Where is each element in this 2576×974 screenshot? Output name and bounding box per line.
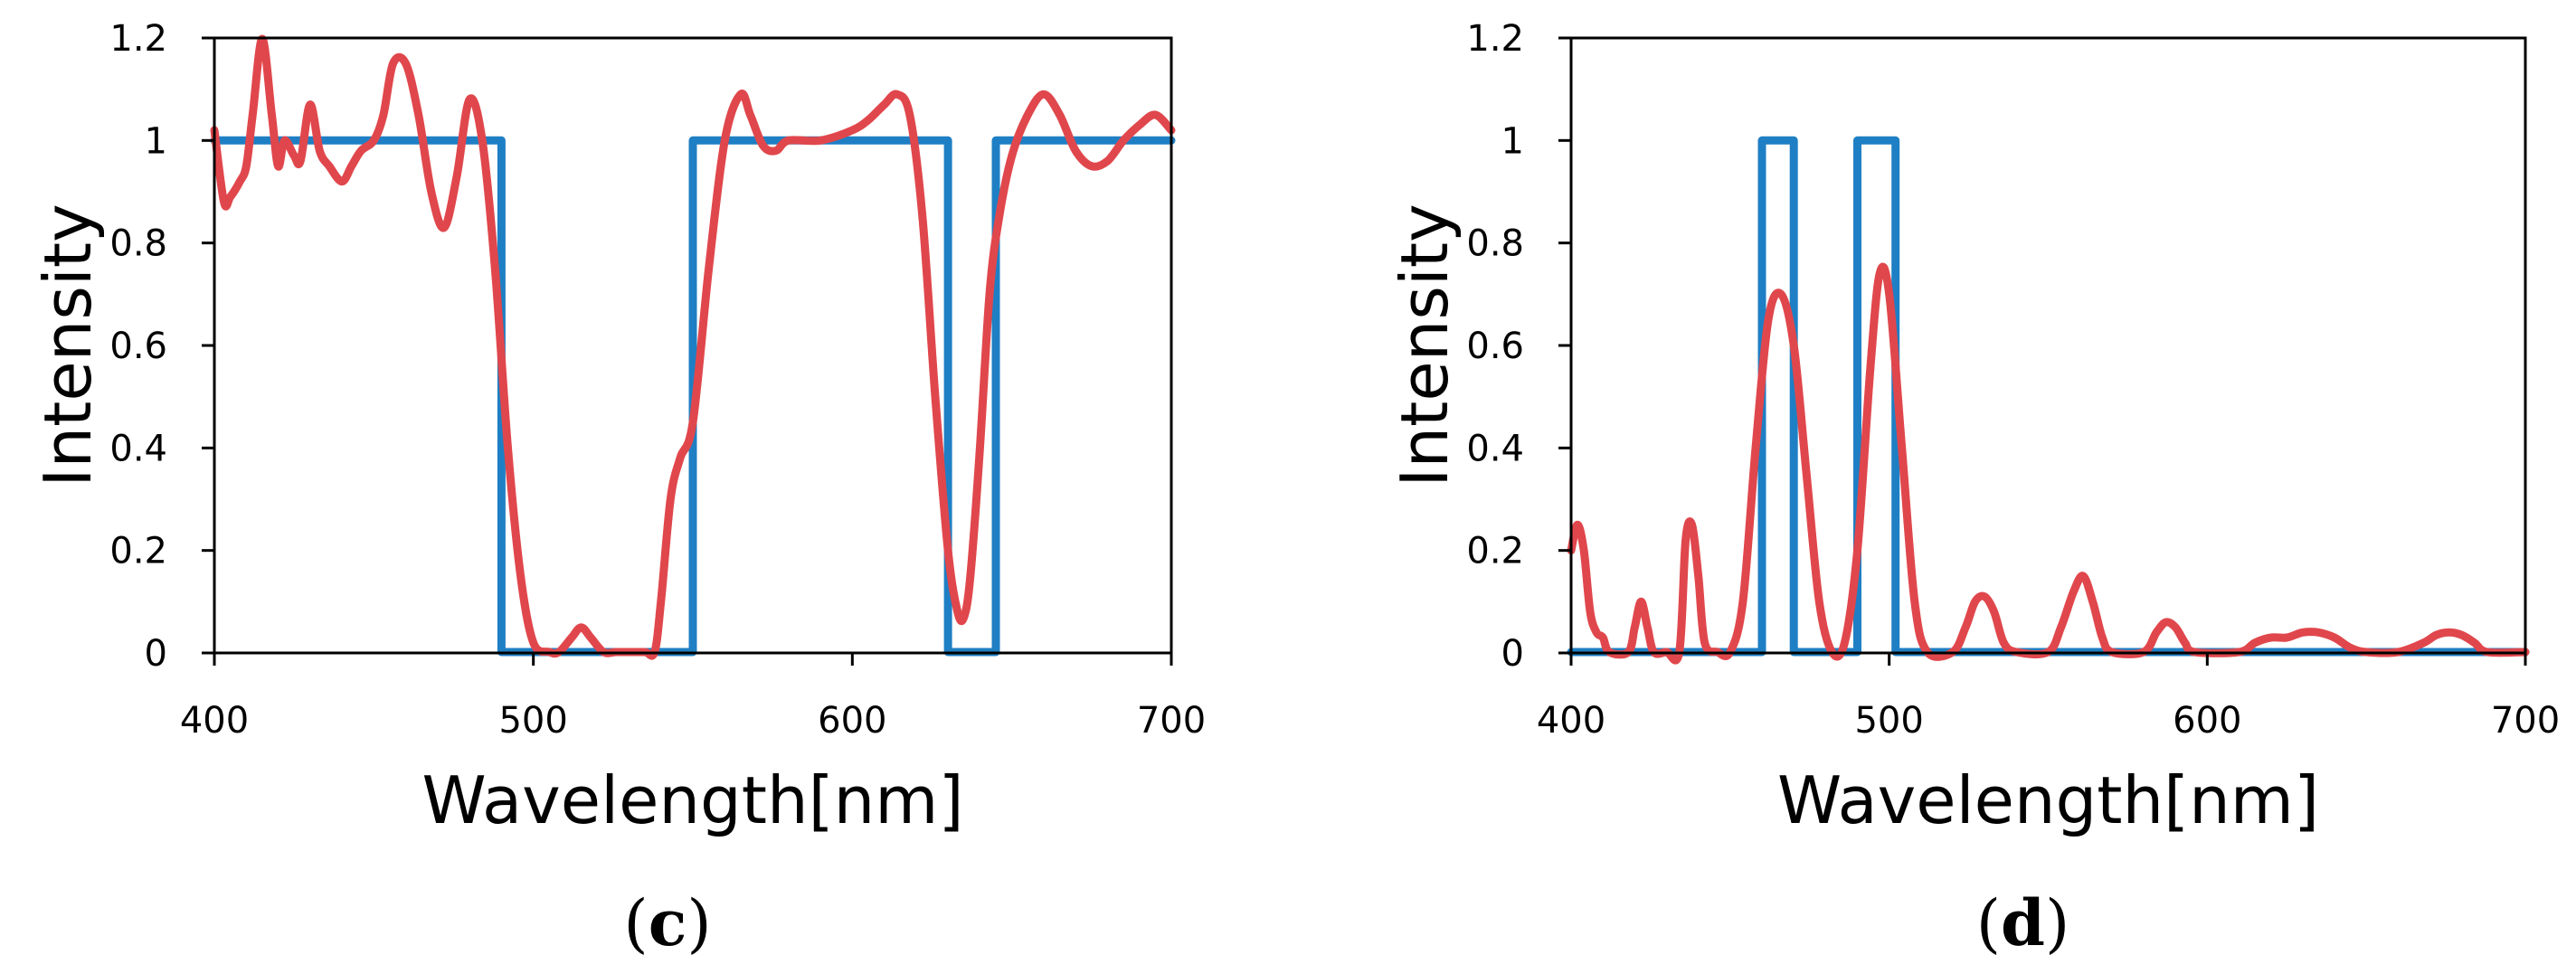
y-tick-label: 0.6: [109, 326, 167, 367]
series-target-d: [1567, 136, 2530, 657]
y-tick-label: 0.4: [109, 428, 167, 469]
x-tick-label: 400: [180, 700, 249, 742]
x-tick-label: 600: [818, 700, 886, 742]
y-tick-labels-d: 0 0.2 0.4 0.6 0.8 1 1.2: [1466, 18, 1571, 675]
x-tick-label: 500: [498, 700, 567, 742]
panel-letter: c: [649, 885, 687, 960]
y-tick-label: 0.4: [1466, 428, 1524, 469]
panel-letter: d: [2001, 885, 2045, 960]
y-tick-labels-c: 0 0.2 0.4 0.6 0.8 1 1.2: [109, 18, 214, 675]
y-axis-title-d: Intensity: [1387, 203, 1463, 487]
series-result-d: [1567, 262, 2530, 665]
plot-frame-d: [1569, 36, 2527, 655]
x-tick-label: 600: [2173, 700, 2241, 742]
y-tick-label: 0.8: [109, 223, 167, 265]
y-tick-label: 0.2: [109, 531, 167, 572]
x-tick-label: 700: [1137, 700, 1206, 742]
panel-label-c: (c): [623, 885, 711, 960]
series-line-target: [1567, 136, 2530, 657]
y-tick-label: 1.2: [109, 18, 167, 60]
panel-c: 400 500 600 700 0 0.2 0.4 0.6 0.8 1 1.2 Wavelengt…: [30, 18, 1206, 960]
x-tick-label: 400: [1537, 700, 1605, 742]
x-tick-labels-d: 400 500 600 700: [1537, 653, 2560, 742]
panel-d: 400 500 600 700 0 0.2 0.4 0.6 0.8 1 1.2 Wavelengt…: [1387, 18, 2560, 960]
y-tick-label: 0.6: [1466, 326, 1524, 367]
y-tick-label: 1: [145, 120, 167, 162]
x-tick-label: 500: [1854, 700, 1923, 742]
y-tick-label: 0.2: [1466, 531, 1524, 572]
y-tick-label: 0.8: [1466, 223, 1524, 265]
series-line-result: [1567, 262, 2530, 665]
y-tick-label: 1.2: [1466, 18, 1524, 60]
x-axis-title-c: Wavelength[nm]: [421, 762, 963, 838]
y-tick-label: 0: [1501, 633, 1524, 675]
panel-label-d: (d): [1976, 885, 2070, 960]
x-tick-labels-c: 400 500 600 700: [180, 653, 1206, 742]
x-tick-label: 700: [2491, 700, 2560, 742]
x-axis-title-d: Wavelength[nm]: [1777, 762, 2319, 838]
y-tick-label: 0: [145, 633, 167, 675]
y-tick-label: 1: [1501, 120, 1524, 162]
y-axis-title-c: Intensity: [30, 203, 106, 487]
